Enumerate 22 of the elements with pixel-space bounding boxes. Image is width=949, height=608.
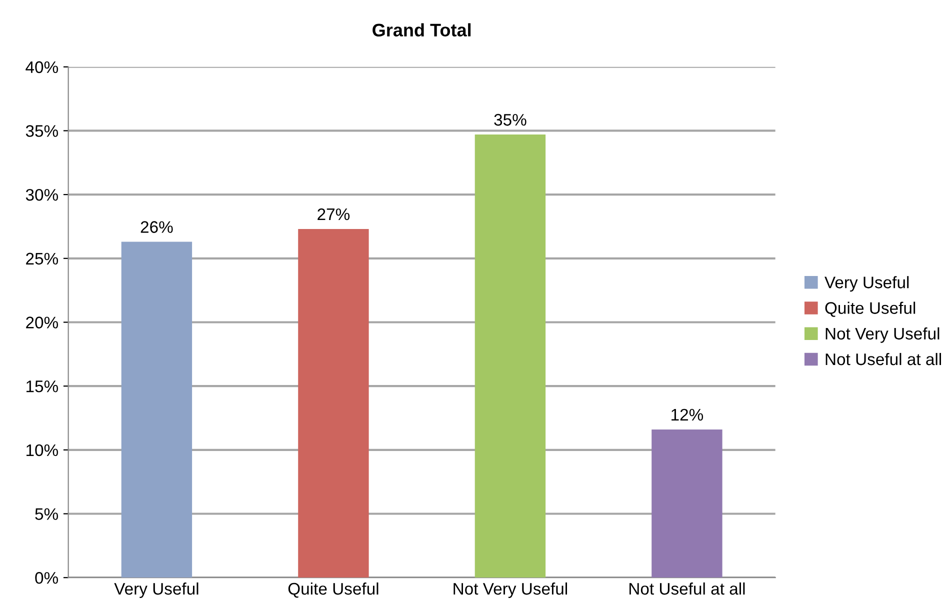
legend-label: Quite Useful — [825, 302, 916, 317]
x-tick-label: Quite Useful — [288, 582, 378, 598]
y-tick-label: 40% — [26, 61, 58, 74]
data-label: 12% — [672, 408, 704, 421]
x-tick-label: Not Very Useful — [454, 582, 567, 598]
legend-label: Not Very Useful — [826, 327, 940, 343]
data-label: 27% — [318, 208, 350, 220]
y-tick-label: 20% — [26, 316, 58, 328]
legend-label: Not Useful at all — [826, 352, 941, 366]
y-tick-label: 0% — [35, 572, 58, 584]
chart-title: Grand Total — [372, 23, 471, 36]
x-tick-label: Very Useful — [114, 582, 198, 598]
x-tick-label: Not Useful at all — [630, 582, 745, 595]
y-tick-label: 15% — [26, 380, 58, 392]
legend-label: Very Useful — [824, 276, 909, 292]
y-tick-label: 25% — [26, 252, 58, 265]
data-label: 26% — [140, 221, 173, 233]
y-tick-label: 5% — [35, 508, 58, 520]
y-tick-label: 10% — [26, 444, 58, 456]
y-tick-label: 35% — [26, 125, 58, 137]
data-label: 35% — [494, 114, 526, 126]
y-tick-label: 30% — [26, 188, 58, 201]
